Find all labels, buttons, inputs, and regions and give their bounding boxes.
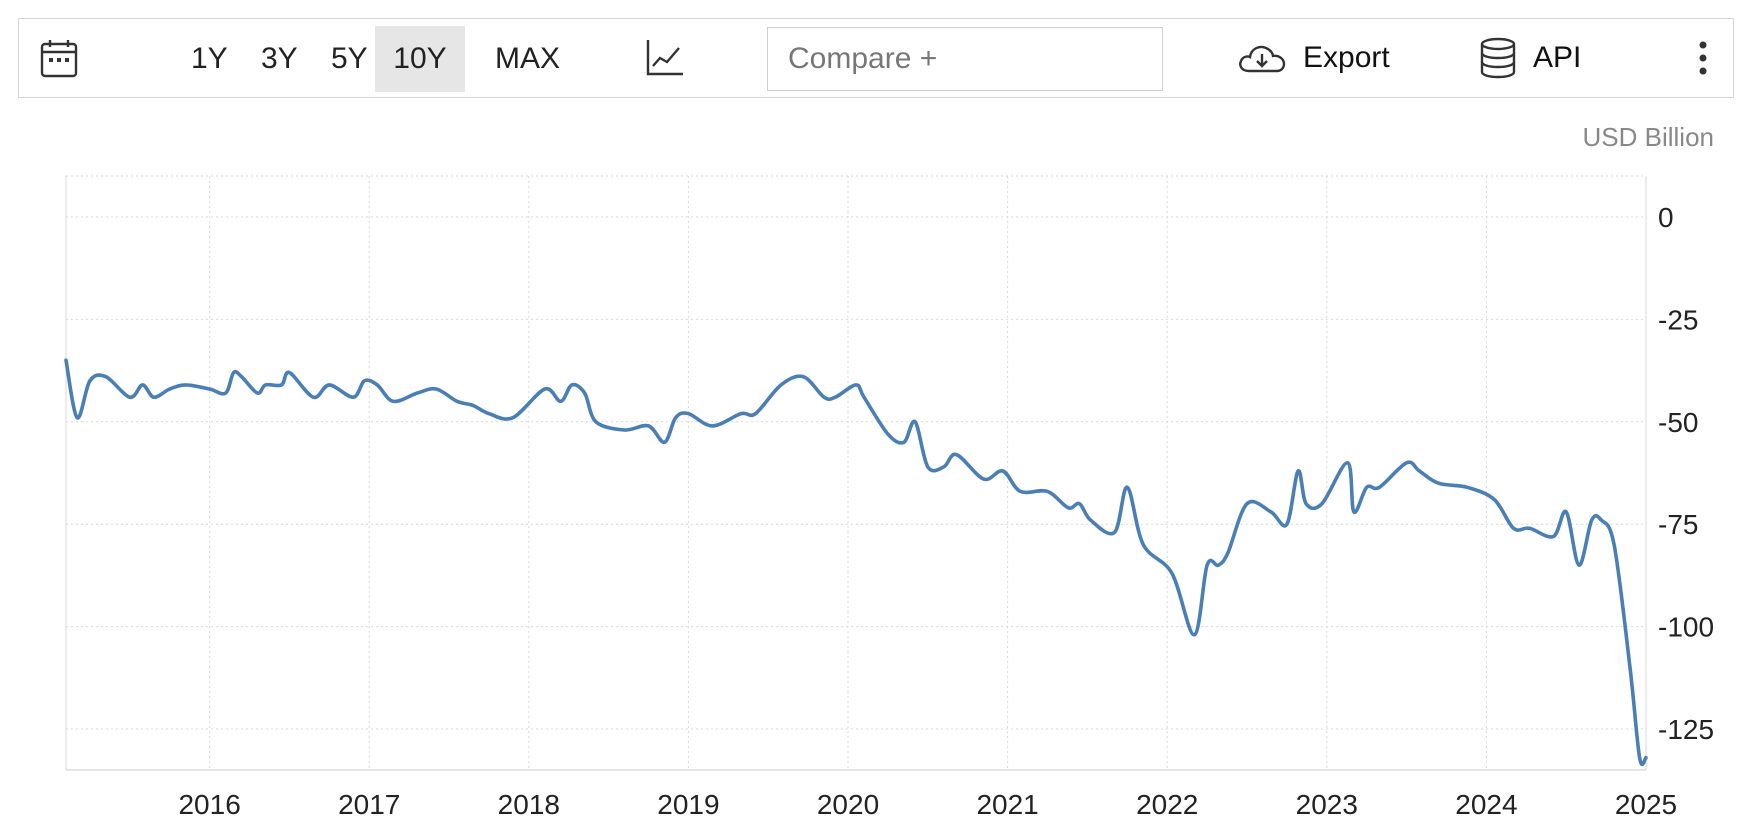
api-label: API bbox=[1533, 41, 1582, 74]
api-button[interactable]: API bbox=[1479, 19, 1581, 97]
range-max-button[interactable]: MAX bbox=[495, 42, 561, 75]
y-tick-label: -125 bbox=[1658, 714, 1714, 745]
range-5y-button[interactable]: 5Y bbox=[331, 42, 368, 75]
y-tick-label: -50 bbox=[1658, 407, 1698, 438]
range-3y-button[interactable]: 3Y bbox=[261, 42, 298, 75]
database-icon bbox=[1480, 37, 1516, 79]
unit-label: USD Billion bbox=[1582, 122, 1715, 152]
x-tick-label: 2025 bbox=[1615, 789, 1677, 820]
x-tick-label: 2019 bbox=[657, 789, 719, 820]
range-10y-button[interactable]: 10Y bbox=[375, 26, 465, 92]
y-tick-label: 0 bbox=[1658, 202, 1674, 233]
y-axis-ticks: 0 -25 -50 -75 -100 -125 bbox=[1658, 202, 1714, 745]
cloud-download-icon bbox=[1239, 45, 1286, 73]
chart-grid bbox=[65, 175, 1647, 771]
x-tick-label: 2017 bbox=[338, 789, 400, 820]
compare-input[interactable]: Compare + bbox=[767, 27, 1163, 91]
y-tick-label: -25 bbox=[1658, 304, 1698, 335]
x-tick-label: 2021 bbox=[976, 789, 1038, 820]
x-tick-label: 2016 bbox=[178, 789, 240, 820]
calendar-icon[interactable] bbox=[37, 19, 81, 97]
x-tick-label: 2024 bbox=[1455, 789, 1517, 820]
export-button[interactable]: Export bbox=[1237, 19, 1390, 97]
chart-toolbar: 1Y 3Y 5Y 10Y MAX Compare + Export API bbox=[18, 18, 1734, 98]
export-label: Export bbox=[1303, 41, 1390, 74]
y-tick-label: -75 bbox=[1658, 509, 1698, 540]
x-tick-label: 2023 bbox=[1296, 789, 1358, 820]
x-axis-ticks: 2016 2017 2018 2019 2020 2021 2022 2023 2024 2025 bbox=[178, 789, 1677, 820]
line-chart-icon[interactable] bbox=[643, 19, 687, 97]
range-1y-button[interactable]: 1Y bbox=[191, 42, 228, 75]
x-tick-label: 2020 bbox=[817, 789, 879, 820]
x-tick-label: 2018 bbox=[498, 789, 560, 820]
y-tick-label: -100 bbox=[1658, 612, 1714, 643]
x-tick-label: 2022 bbox=[1136, 789, 1198, 820]
more-vertical-icon[interactable] bbox=[1691, 19, 1715, 97]
series-line bbox=[64, 358, 1648, 767]
